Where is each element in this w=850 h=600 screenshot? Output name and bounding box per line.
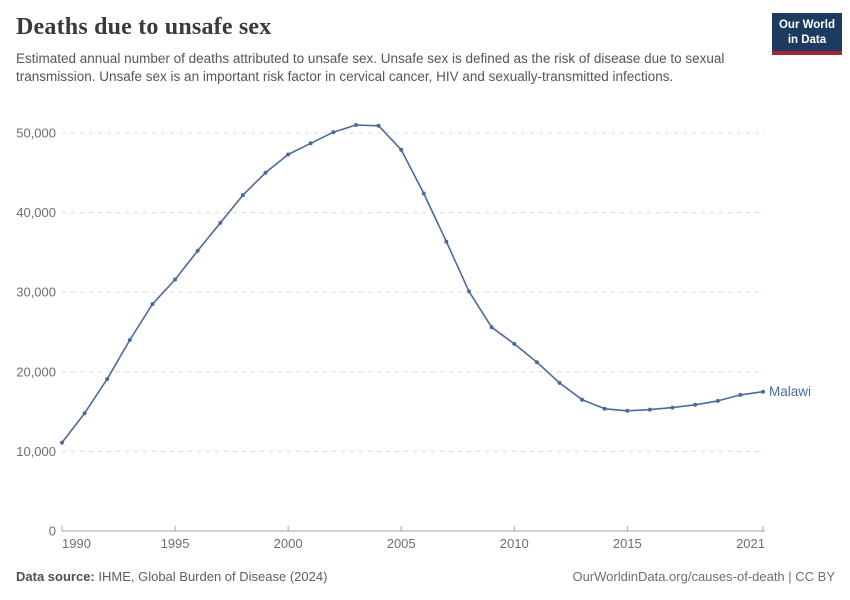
data-source: Data source: IHME, Global Burden of Dise… <box>16 569 327 584</box>
data-point[interactable] <box>715 398 720 403</box>
data-point[interactable] <box>557 380 562 385</box>
chart-subtitle: Estimated annual number of deaths attrib… <box>16 51 725 85</box>
owid-logo-line2: in Data <box>787 33 827 46</box>
y-tick-label: 30,000 <box>16 285 56 300</box>
x-tick-label: 1990 <box>62 536 91 551</box>
data-point[interactable] <box>738 392 743 397</box>
data-point[interactable] <box>421 191 426 196</box>
data-point[interactable] <box>263 170 268 175</box>
data-point[interactable] <box>195 248 200 253</box>
data-point[interactable] <box>580 397 585 402</box>
owid-logo-line1: Our World <box>778 19 835 31</box>
data-point[interactable] <box>331 130 336 135</box>
y-tick-label: 40,000 <box>16 205 56 220</box>
data-point[interactable] <box>218 220 223 225</box>
x-tick-label: 2021 <box>736 536 765 551</box>
data-point[interactable] <box>602 406 607 411</box>
data-line-malawi[interactable] <box>61 124 764 444</box>
data-point[interactable] <box>444 239 449 244</box>
data-point[interactable] <box>240 193 245 198</box>
entity-label[interactable]: Malawi <box>769 384 811 399</box>
data-source-label: Data source: <box>16 569 95 584</box>
x-tick-label: 2000 <box>274 536 303 551</box>
data-point[interactable] <box>693 402 698 407</box>
x-tick-label: 1995 <box>161 536 190 551</box>
chart-title: Deaths due to unsafe sex <box>16 14 272 40</box>
data-point[interactable] <box>60 440 64 445</box>
line-chart: 0 10,000 20,000 30,000 40,000 50,000 1990 1995 2… <box>16 123 811 551</box>
data-point[interactable] <box>534 360 539 365</box>
data-point[interactable] <box>286 152 291 157</box>
data-point[interactable] <box>376 123 381 128</box>
data-point[interactable] <box>399 147 404 152</box>
data-point[interactable] <box>625 408 630 413</box>
y-tick-label: 0 <box>49 524 56 539</box>
credit-link[interactable]: OurWorldinData.org/causes-of-death | CC … <box>572 569 835 584</box>
data-point[interactable] <box>761 389 765 394</box>
y-tick-label: 50,000 <box>16 126 56 141</box>
y-tick-label: 20,000 <box>16 364 56 379</box>
data-point[interactable] <box>150 302 155 307</box>
data-point[interactable] <box>489 325 494 330</box>
owid-logo[interactable]: Our World in Data <box>771 13 842 56</box>
data-point[interactable] <box>173 277 178 282</box>
data-point[interactable] <box>467 289 471 294</box>
x-tick-label: 2015 <box>613 536 642 551</box>
data-source-value: IHME, Global Burden of Disease (2024) <box>94 569 328 584</box>
data-point[interactable] <box>105 377 110 381</box>
chart-footer: Data source: IHME, Global Burden of Dise… <box>16 569 835 584</box>
data-point[interactable] <box>647 407 652 412</box>
data-point[interactable] <box>670 405 675 410</box>
data-point[interactable] <box>512 341 517 346</box>
x-tick-label: 2010 <box>500 536 529 551</box>
data-point[interactable] <box>127 338 132 342</box>
data-point[interactable] <box>82 411 87 416</box>
x-tick-label: 2005 <box>387 536 416 551</box>
data-point[interactable] <box>354 123 358 127</box>
y-tick-label: 10,000 <box>16 444 56 459</box>
data-point[interactable] <box>308 141 313 146</box>
